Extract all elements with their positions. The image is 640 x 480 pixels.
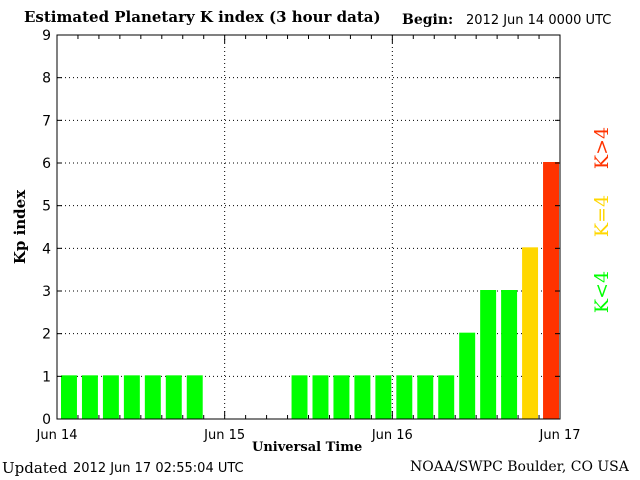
bar	[522, 247, 539, 419]
bar	[417, 375, 434, 419]
y-tick-label: 3	[42, 284, 51, 300]
bar	[144, 375, 161, 419]
credit-line: NOAA/SWPC Boulder, CO USA	[410, 459, 629, 475]
bar	[123, 375, 140, 419]
bar	[543, 162, 559, 419]
y-tick-label: 7	[42, 113, 51, 129]
bar	[165, 375, 182, 419]
bar	[480, 290, 497, 419]
legend-high: K>4	[591, 126, 613, 170]
bar	[438, 375, 455, 419]
updated-value: 2012 Jun 17 02:55:04 UTC	[73, 461, 244, 476]
y-tick-label: 0	[42, 412, 51, 428]
y-tick-label: 8	[42, 71, 51, 87]
bar	[459, 332, 476, 419]
chart-title: Estimated Planetary K index (3 hour data…	[24, 8, 381, 26]
y-tick-label: 1	[42, 369, 51, 385]
bar	[291, 375, 308, 419]
legend-low: K<4	[591, 270, 613, 314]
x-axis-label: Universal Time	[252, 440, 363, 455]
bar	[312, 375, 329, 419]
updated-label: Updated	[2, 459, 68, 477]
bar	[81, 375, 98, 419]
y-tick-label: 4	[42, 241, 51, 257]
bar	[61, 375, 77, 419]
y-tick-label: 5	[42, 199, 51, 215]
begin-value: 2012 Jun 14 0000 UTC	[466, 13, 612, 28]
bar	[396, 375, 413, 419]
y-axis-label: Kp index	[11, 189, 29, 265]
bar	[186, 375, 203, 419]
y-tick-label: 2	[42, 327, 51, 343]
bar	[375, 375, 392, 419]
legend-eq: K=4	[591, 194, 613, 238]
x-tick-label: Jun 14	[36, 428, 78, 443]
x-tick-label: Jun 15	[203, 428, 245, 443]
bar	[102, 375, 119, 419]
begin-label: Begin:	[402, 12, 454, 28]
x-tick-label: Jun 17	[539, 428, 581, 443]
bar	[354, 375, 371, 419]
y-tick-label: 6	[42, 156, 51, 172]
bar	[333, 375, 350, 419]
y-tick-label: 9	[42, 28, 51, 44]
bar	[501, 290, 518, 419]
x-tick-label: Jun 16	[371, 428, 413, 443]
